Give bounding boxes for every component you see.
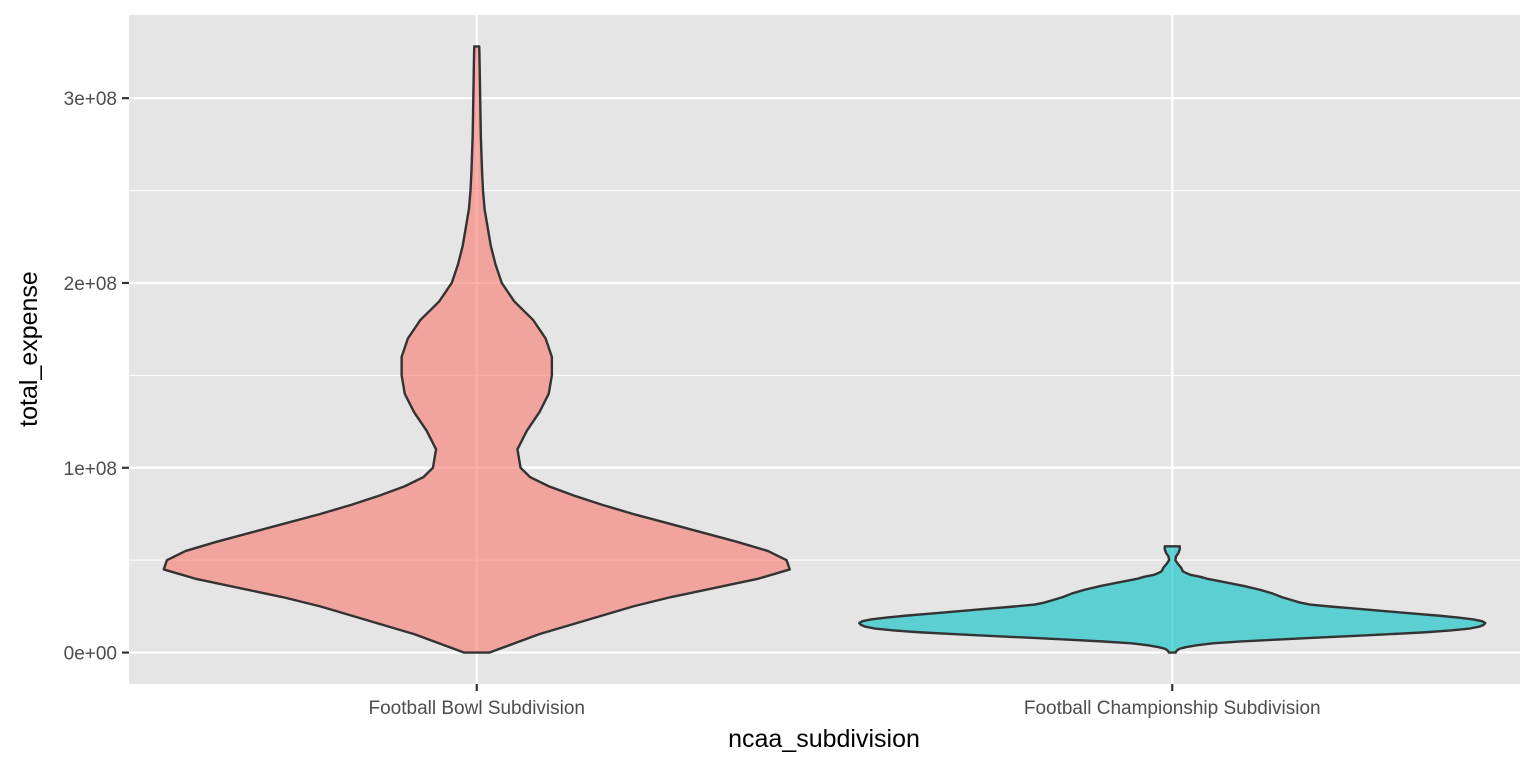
violin-football-championship-subdivision (858, 545, 1487, 654)
y-tick-label: 3e+08 (64, 89, 117, 110)
x-axis-title: ncaa_subdivision (728, 725, 920, 753)
y-tick-label: 1e+08 (64, 459, 117, 480)
y-tick-label: 2e+08 (64, 274, 117, 295)
x-tick-label: Football Championship Subdivision (1024, 698, 1321, 719)
violin-football-bowl-subdivision (162, 45, 791, 654)
x-tick-label: Football Bowl Subdivision (368, 698, 585, 719)
y-tick-label: 0e+00 (64, 644, 117, 665)
violins (162, 45, 1487, 654)
x-axis: Football Bowl Subdivision Football Champi… (368, 684, 1321, 719)
y-axis: 0e+00 1e+08 2e+08 3e+08 (64, 89, 129, 665)
y-axis-title: total_expense (15, 271, 43, 427)
